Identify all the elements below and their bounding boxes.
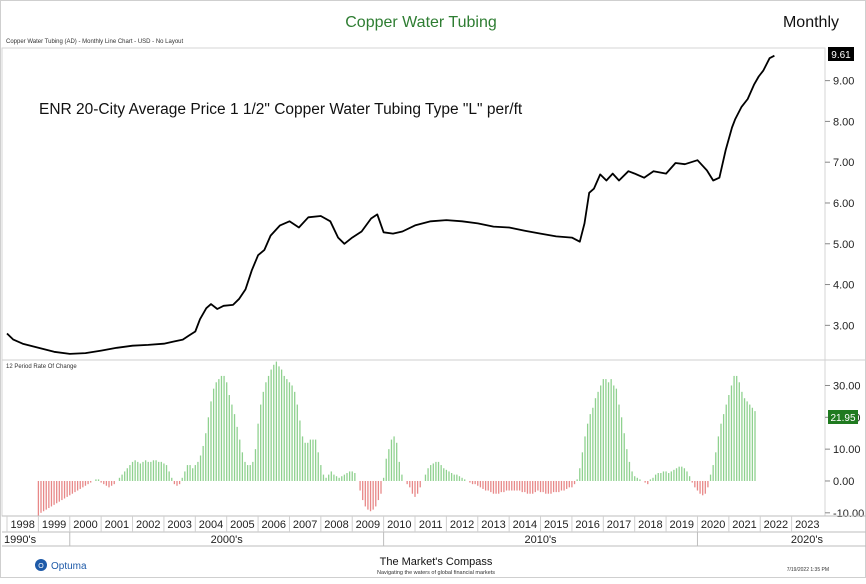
price-line bbox=[6, 54, 775, 355]
x-decade-label: 2020's bbox=[791, 534, 824, 546]
x-year-label: 2020 bbox=[701, 519, 725, 531]
compass-brand: The Market's Compass bbox=[380, 556, 493, 568]
roc-y-tick-label: 0.00 bbox=[833, 476, 854, 488]
x-year-label: 2011 bbox=[419, 519, 443, 531]
roc-last-value: 21.95 bbox=[830, 413, 855, 424]
roc-y-tick-label: -10.00 bbox=[833, 508, 864, 520]
x-year-label: 2019 bbox=[670, 519, 694, 531]
x-year-label: 2012 bbox=[450, 519, 474, 531]
x-year-label: 2009 bbox=[356, 519, 380, 531]
x-year-label: 2021 bbox=[732, 519, 756, 531]
x-year-label: 1999 bbox=[42, 519, 66, 531]
price-annotation: ENR 20-City Average Price 1 1/2" Copper … bbox=[39, 101, 523, 118]
x-year-label: 2008 bbox=[324, 519, 348, 531]
price-y-tick-label: 6.00 bbox=[833, 198, 854, 210]
chart-subtitle: Copper Water Tubing (AD) - Monthly Line … bbox=[6, 39, 184, 45]
x-year-label: 2006 bbox=[262, 519, 286, 531]
price-y-tick-label: 9.00 bbox=[833, 76, 854, 88]
optuma-logo: O Optuma bbox=[35, 559, 87, 572]
x-year-label: 2015 bbox=[544, 519, 568, 531]
price-y-tick-label: 3.00 bbox=[833, 320, 854, 332]
x-year-label: 2000 bbox=[73, 519, 97, 531]
x-year-label: 2002 bbox=[136, 519, 160, 531]
x-decade-label: 2010's bbox=[524, 534, 557, 546]
price-y-tick-label: 8.00 bbox=[833, 116, 854, 128]
x-year-label: 2001 bbox=[105, 519, 129, 531]
optuma-brand: Optuma bbox=[51, 561, 87, 572]
timestamp: 7/19/2022 1:35 PM bbox=[787, 567, 829, 573]
roc-panel-title: 12 Period Rate Of Change bbox=[6, 364, 77, 370]
x-year-label: 2014 bbox=[513, 519, 537, 531]
optuma-logo-icon bbox=[35, 559, 47, 571]
x-year-label: 2017 bbox=[607, 519, 631, 531]
price-y-tick-label: 4.00 bbox=[833, 280, 854, 292]
x-year-label: 2004 bbox=[199, 519, 223, 531]
roc-y-tick-label: 30.00 bbox=[833, 380, 861, 392]
x-year-label: 2003 bbox=[167, 519, 191, 531]
period-label: Monthly bbox=[783, 14, 839, 31]
x-axis-decades: 1990's 2000's 2010's 2020's bbox=[4, 532, 823, 546]
x-year-label: 2010 bbox=[387, 519, 411, 531]
x-year-label: 2022 bbox=[764, 519, 788, 531]
price-line-group bbox=[6, 54, 775, 355]
roc-panel-frame bbox=[1, 359, 826, 517]
roc-bars bbox=[37, 361, 756, 516]
chart-title: Copper Water Tubing bbox=[345, 14, 496, 31]
price-y-tick-label: 5.00 bbox=[833, 239, 854, 251]
x-year-label: 2005 bbox=[230, 519, 254, 531]
x-year-label: 2018 bbox=[638, 519, 662, 531]
price-last-value: 9.61 bbox=[831, 50, 851, 61]
price-last-badge bbox=[828, 47, 854, 61]
roc-last-badge bbox=[828, 410, 858, 424]
optuma-logo-glyph: O bbox=[38, 563, 44, 570]
x-year-label: 2016 bbox=[575, 519, 599, 531]
price-y-axis: 3.00 4.00 5.00 6.00 7.00 8.00 9.00 bbox=[825, 76, 854, 332]
x-year-label: 2007 bbox=[293, 519, 317, 531]
price-y-tick-label: 7.00 bbox=[833, 157, 854, 169]
compass-tagline: Navigating the waters of global financia… bbox=[377, 570, 495, 576]
price-panel-frame bbox=[1, 47, 826, 361]
x-year-label: 1998 bbox=[10, 519, 34, 531]
x-decade-label: 2000's bbox=[211, 534, 244, 546]
x-year-label: 2023 bbox=[795, 519, 819, 531]
x-axis-years: 1998 1999 2000 2001 2002 2003 2004 2005 2006 2007… bbox=[6, 516, 820, 532]
roc-y-tick-label: 10.00 bbox=[833, 444, 861, 456]
x-decade-label: 1990's bbox=[4, 534, 37, 546]
x-year-label: 2013 bbox=[481, 519, 505, 531]
